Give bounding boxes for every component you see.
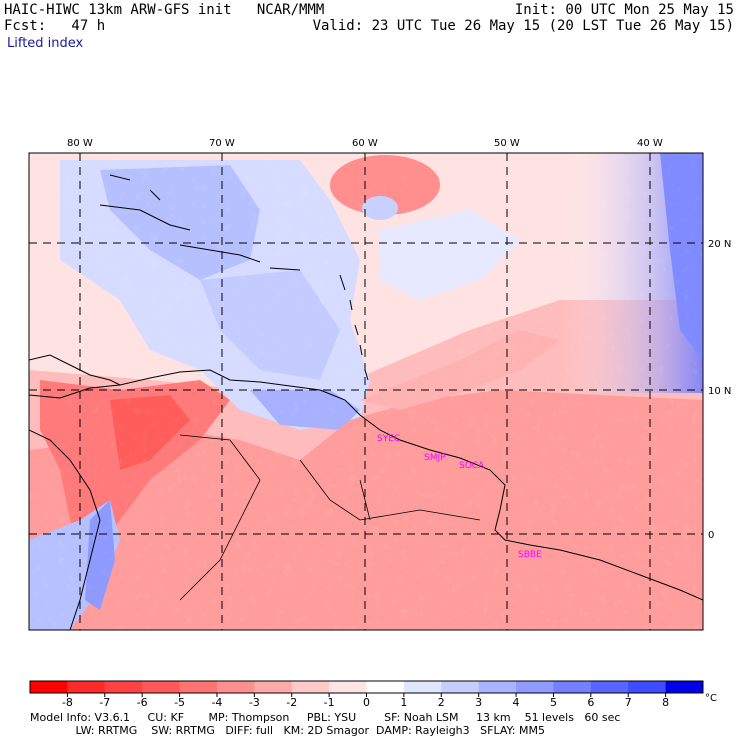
lon-labels: 80 W 70 W 60 W 50 W 40 W: [67, 138, 663, 149]
model-title: HAIC-HIWC 13km ARW-GFS init NCAR/MMM: [4, 2, 325, 18]
coastlines: [29, 174, 703, 630]
colorbar: -8 -7 -6 -5 -4 -3 -2 -1 0 1 2 3 4 5 6 7 8 °C: [29, 680, 717, 709]
colorbar-tick-label: -5: [174, 696, 185, 709]
valid-time: Valid: 23 UTC Tue 26 May 15 (20 LST Tue …: [312, 18, 734, 34]
colorbar-tick-label: -8: [62, 696, 73, 709]
colorbar-tick-label: -1: [324, 696, 335, 709]
colorbar-tick-label: -7: [99, 696, 110, 709]
colorbar-tick-label: 2: [438, 696, 445, 709]
colorbar-tick-label: 0: [363, 696, 370, 709]
colorbar-tick-label: 5: [550, 696, 557, 709]
colorbar-tick-label: -4: [211, 696, 222, 709]
colorbar-swatch: [104, 681, 143, 693]
colorbar-tick-label: 8: [662, 696, 669, 709]
lat-labels: 20 N 10 N 0: [708, 239, 731, 541]
colorbar-tick-label: -6: [137, 696, 148, 709]
colorbar-tick-label: 3: [475, 696, 482, 709]
colorbar-tick-label: -3: [249, 696, 260, 709]
lon-label: 50 W: [494, 138, 520, 149]
lat-lon-grid: [29, 153, 703, 630]
colorbar-tick-label: 1: [400, 696, 407, 709]
colorbar-tick-label: -2: [286, 696, 297, 709]
colorbar-swatch: [329, 681, 367, 693]
model-info-line2: LW: RRTMG SW: RRTMG DIFF: full KM: 2D Sm…: [30, 724, 545, 737]
colorbar-swatch: [478, 681, 517, 693]
colorbar-tick-label: 6: [587, 696, 594, 709]
station-label: SYEC: [377, 434, 400, 444]
colorbar-swatch: [216, 681, 255, 693]
init-time: Init: 00 UTC Mon 25 May 15: [514, 2, 734, 18]
station-label: SOCA: [459, 461, 485, 471]
colorbar-swatch: [142, 681, 181, 693]
colorbar-swatch: [553, 681, 592, 693]
colorbar-swatch: [628, 681, 667, 693]
station-label: SMJP: [424, 453, 446, 463]
field-shading: [29, 153, 703, 630]
colorbar-swatch: [30, 681, 68, 693]
colorbar-swatch: [67, 681, 106, 693]
colorbar-tick-label: 7: [625, 696, 632, 709]
field-name: Lifted index: [7, 36, 84, 51]
lat-label: 20 N: [708, 239, 731, 250]
colorbar-tick-label: 4: [513, 696, 520, 709]
lon-label: 40 W: [637, 138, 663, 149]
colorbar-swatch: [403, 681, 442, 693]
colorbar-swatch: [590, 681, 629, 693]
map-frame: [28, 152, 704, 631]
colorbar-unit: °C: [705, 693, 717, 704]
lon-label: 60 W: [352, 138, 378, 149]
forecast-hour: Fcst: 47 h: [4, 18, 106, 34]
colorbar-swatch: [254, 681, 293, 693]
model-info-line1: Model Info: V3.6.1 CU: KF MP: Thompson P…: [30, 711, 621, 724]
lon-label: 80 W: [67, 138, 93, 149]
stations: SYEC SMJP SOCA SBBE: [377, 434, 542, 560]
lat-label: 10 N: [708, 386, 731, 397]
colorbar-swatch: [516, 681, 554, 693]
lat-label: 0: [708, 530, 714, 541]
colorbar-swatch: [291, 681, 330, 693]
colorbar-swatch: [179, 681, 218, 693]
colorbar-swatch: [665, 681, 704, 693]
colorbar-swatch: [441, 681, 480, 693]
station-label: SBBE: [518, 550, 542, 560]
lon-label: 70 W: [209, 138, 235, 149]
colorbar-swatch: [366, 681, 405, 693]
